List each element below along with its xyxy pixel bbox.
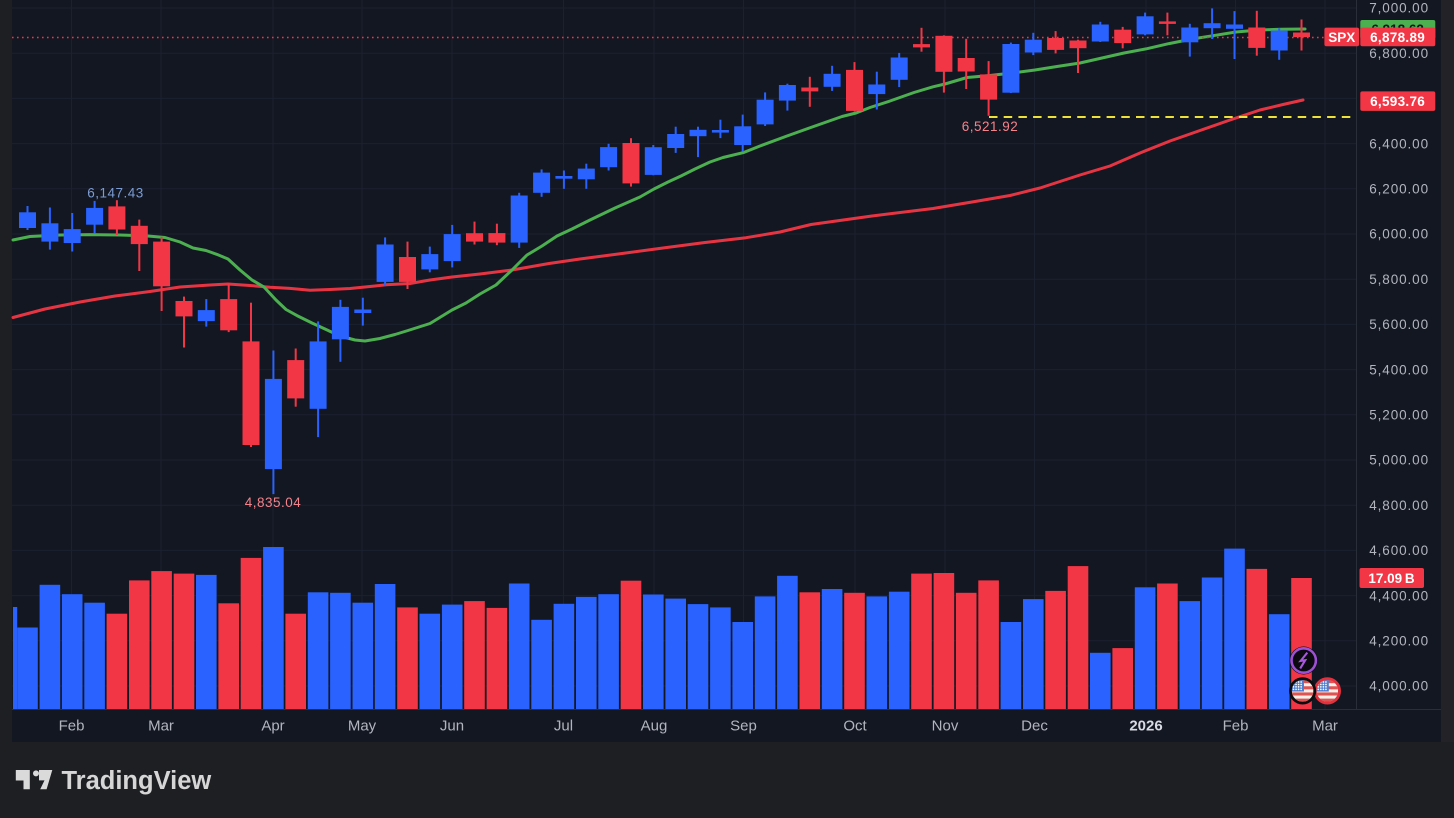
svg-text:5,000.00: 5,000.00 — [1369, 453, 1429, 468]
svg-text:17.09 B: 17.09 B — [1368, 571, 1414, 586]
svg-text:Feb: Feb — [59, 718, 85, 735]
svg-text:2026: 2026 — [1129, 718, 1162, 735]
svg-text:Mar: Mar — [148, 718, 174, 735]
svg-text:Dec: Dec — [1021, 718, 1048, 735]
svg-text:Sep: Sep — [730, 718, 757, 735]
svg-text:6,000.00: 6,000.00 — [1369, 227, 1429, 242]
svg-text:Jul: Jul — [554, 718, 573, 735]
svg-text:6,878.89: 6,878.89 — [1370, 30, 1425, 45]
svg-text:SPX: SPX — [1328, 30, 1355, 45]
svg-text:6,147.43: 6,147.43 — [87, 186, 144, 201]
svg-text:5,200.00: 5,200.00 — [1369, 408, 1429, 423]
svg-text:5,800.00: 5,800.00 — [1369, 272, 1429, 287]
svg-text:5,400.00: 5,400.00 — [1369, 362, 1429, 377]
svg-text:5,600.00: 5,600.00 — [1369, 317, 1429, 332]
svg-text:6,400.00: 6,400.00 — [1369, 136, 1429, 151]
svg-text:4,400.00: 4,400.00 — [1369, 588, 1429, 603]
svg-text:Apr: Apr — [261, 718, 284, 735]
svg-text:6,521.92: 6,521.92 — [962, 119, 1019, 134]
svg-text:Mar: Mar — [1312, 718, 1338, 735]
svg-text:Feb: Feb — [1223, 718, 1249, 735]
svg-text:Nov: Nov — [932, 718, 959, 735]
svg-text:Aug: Aug — [641, 718, 668, 735]
svg-text:7,000.00: 7,000.00 — [1369, 1, 1429, 16]
svg-text:Jun: Jun — [440, 718, 464, 735]
svg-text:4,200.00: 4,200.00 — [1369, 634, 1429, 649]
svg-text:4,835.04: 4,835.04 — [245, 495, 302, 510]
svg-text:4,000.00: 4,000.00 — [1369, 679, 1429, 694]
svg-text:6,200.00: 6,200.00 — [1369, 182, 1429, 197]
svg-text:6,800.00: 6,800.00 — [1369, 46, 1429, 61]
svg-text:6,593.76: 6,593.76 — [1370, 94, 1425, 109]
svg-text:May: May — [348, 718, 377, 735]
svg-text:Oct: Oct — [843, 718, 867, 735]
svg-text:TradingView: TradingView — [62, 767, 212, 795]
svg-text:4,600.00: 4,600.00 — [1369, 543, 1429, 558]
svg-text:4,800.00: 4,800.00 — [1369, 498, 1429, 513]
